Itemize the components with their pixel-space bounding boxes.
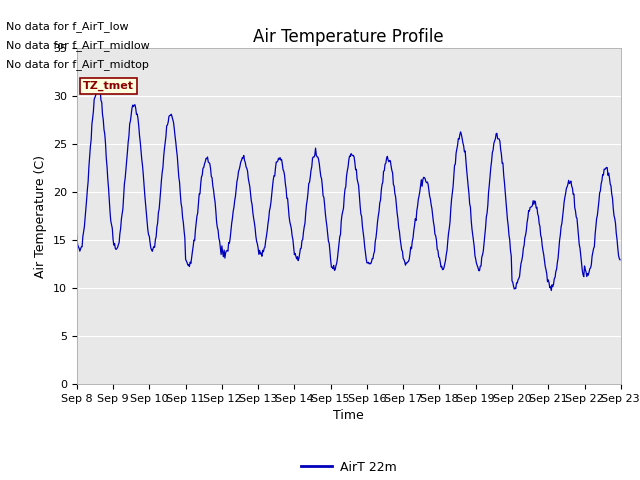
Legend: AirT 22m: AirT 22m <box>296 456 401 479</box>
X-axis label: Time: Time <box>333 409 364 422</box>
Y-axis label: Air Temperature (C): Air Temperature (C) <box>35 155 47 277</box>
Text: No data for f_AirT_midlow: No data for f_AirT_midlow <box>6 40 150 51</box>
Text: No data for f_AirT_midtop: No data for f_AirT_midtop <box>6 59 149 70</box>
Title: Air Temperature Profile: Air Temperature Profile <box>253 28 444 47</box>
Text: TZ_tmet: TZ_tmet <box>83 81 134 91</box>
Text: No data for f_AirT_low: No data for f_AirT_low <box>6 21 129 32</box>
